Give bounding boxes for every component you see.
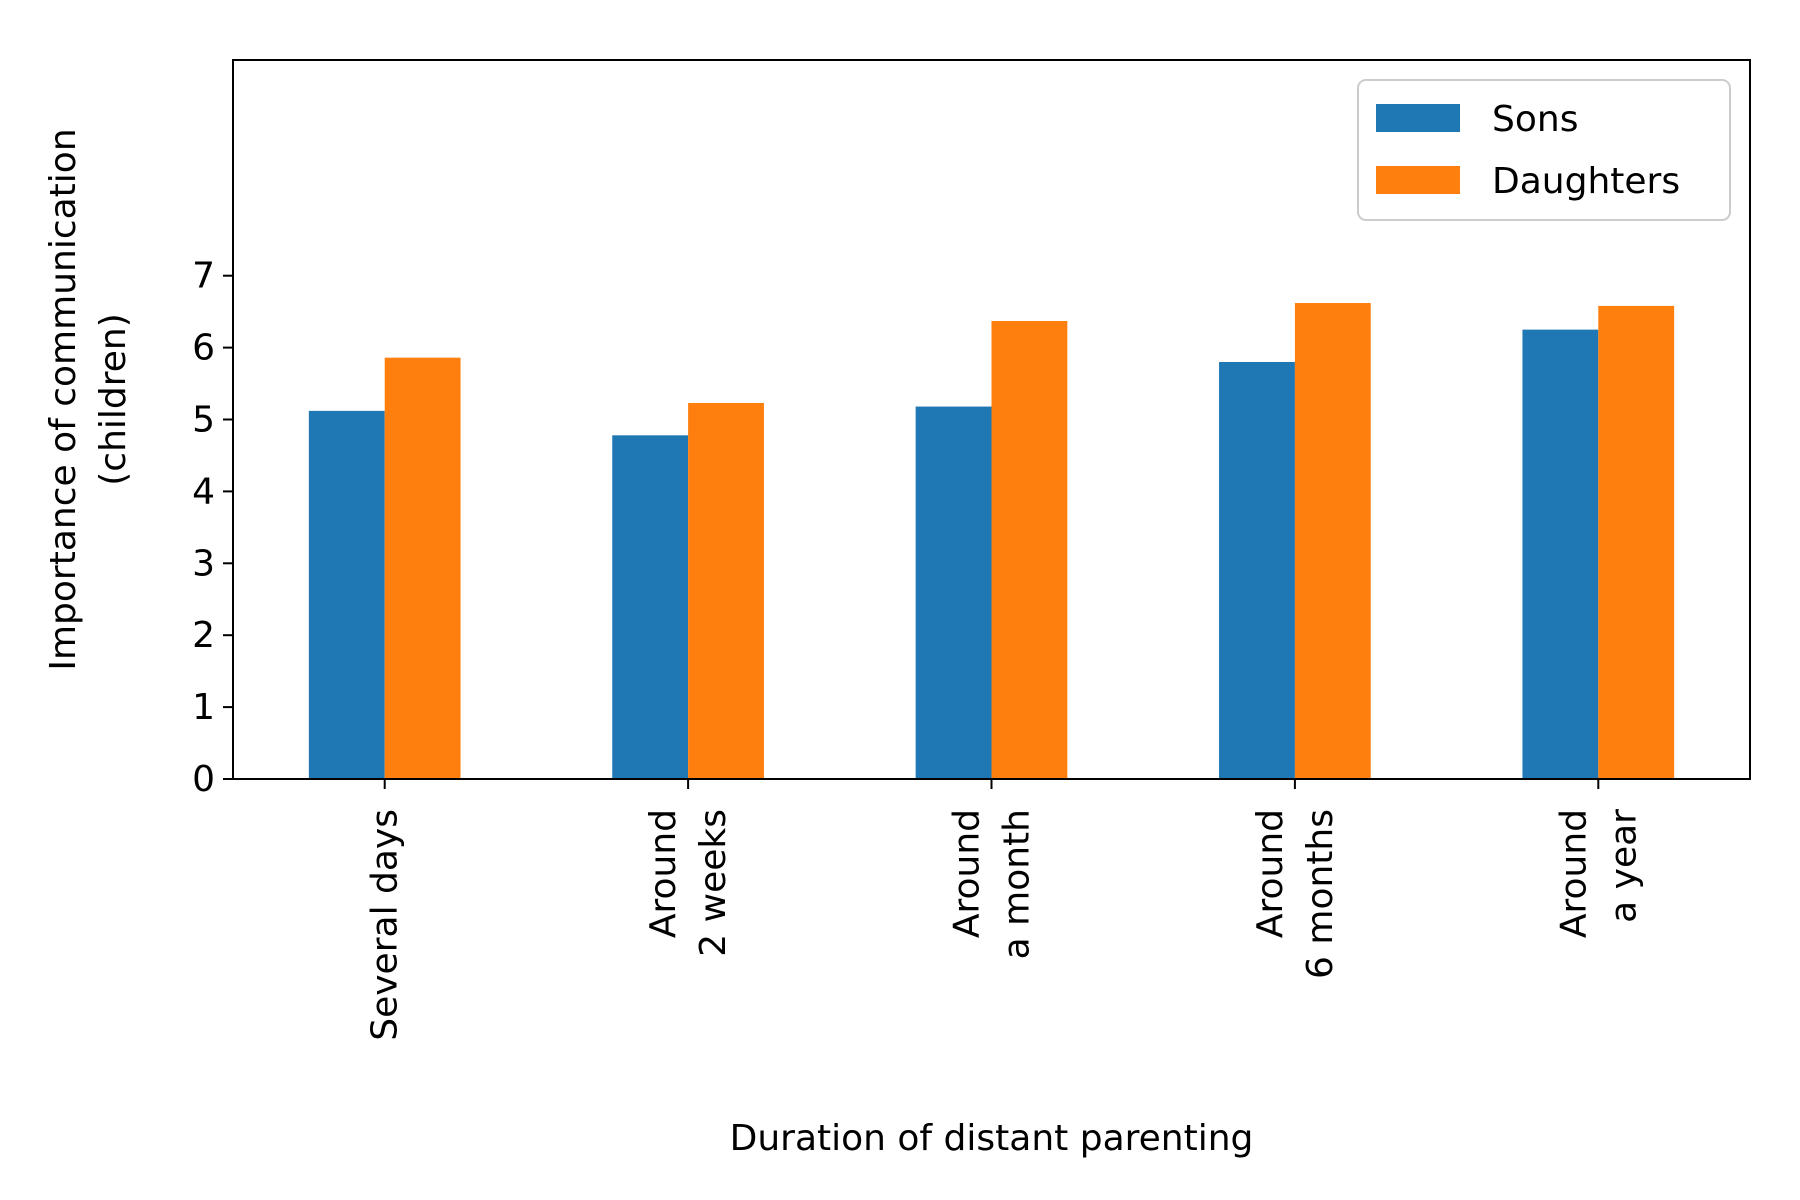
y-tick-label: 0 (192, 759, 215, 800)
x-axis-ticks: Several days Around 2 weeks Around a month Ar… (365, 779, 1644, 1041)
bar-sons-2 (915, 406, 992, 779)
x-tick-label: 6 months (1300, 809, 1341, 979)
x-tick-label: Around (1250, 809, 1291, 938)
x-tick-label: Several days (365, 809, 406, 1041)
bar-daughters-2 (991, 320, 1068, 779)
bar-sons-1 (612, 435, 689, 779)
x-axis-label: Duration of distant parenting (730, 1118, 1254, 1159)
y-tick-label: 3 (192, 543, 215, 584)
legend-swatch-sons (1376, 104, 1460, 132)
y-tick-label: 7 (192, 256, 215, 297)
bar-daughters-4 (1598, 305, 1675, 779)
y-axis-ticks: 0 1 2 3 4 5 6 7 (192, 256, 233, 800)
legend: Sons Daughters (1357, 79, 1731, 221)
legend-label-daughters: Daughters (1492, 161, 1680, 202)
legend-label-sons: Sons (1492, 99, 1578, 140)
x-tick-label: a year (1603, 809, 1644, 923)
bar-sons-3 (1219, 361, 1295, 779)
x-tick-label: a month (997, 809, 1038, 959)
bar-daughters-3 (1294, 303, 1371, 779)
y-axis-label-line: (children) (93, 313, 134, 486)
y-tick-label: 6 (192, 328, 215, 369)
y-tick-label: 4 (192, 471, 215, 512)
x-tick-label: Around (643, 809, 684, 938)
plot-frame (232, 59, 1751, 780)
x-tick-label: Around (947, 809, 988, 938)
y-tick-label: 5 (192, 400, 215, 441)
bars-group (308, 303, 1675, 779)
y-tick-label: 2 (192, 615, 215, 656)
y-tick-label: 1 (192, 687, 215, 728)
bar-sons-4 (1522, 329, 1599, 779)
legend-swatch-daughters (1376, 166, 1460, 194)
bar-sons-0 (308, 410, 385, 779)
x-tick-label: 2 weeks (693, 809, 734, 957)
bar-daughters-0 (384, 357, 461, 779)
y-axis-label: Importance of communication (children) (43, 128, 134, 670)
x-tick-label: Around (1553, 809, 1594, 938)
y-axis-label-line: Importance of communication (43, 128, 84, 670)
bar-daughters-1 (688, 402, 764, 779)
